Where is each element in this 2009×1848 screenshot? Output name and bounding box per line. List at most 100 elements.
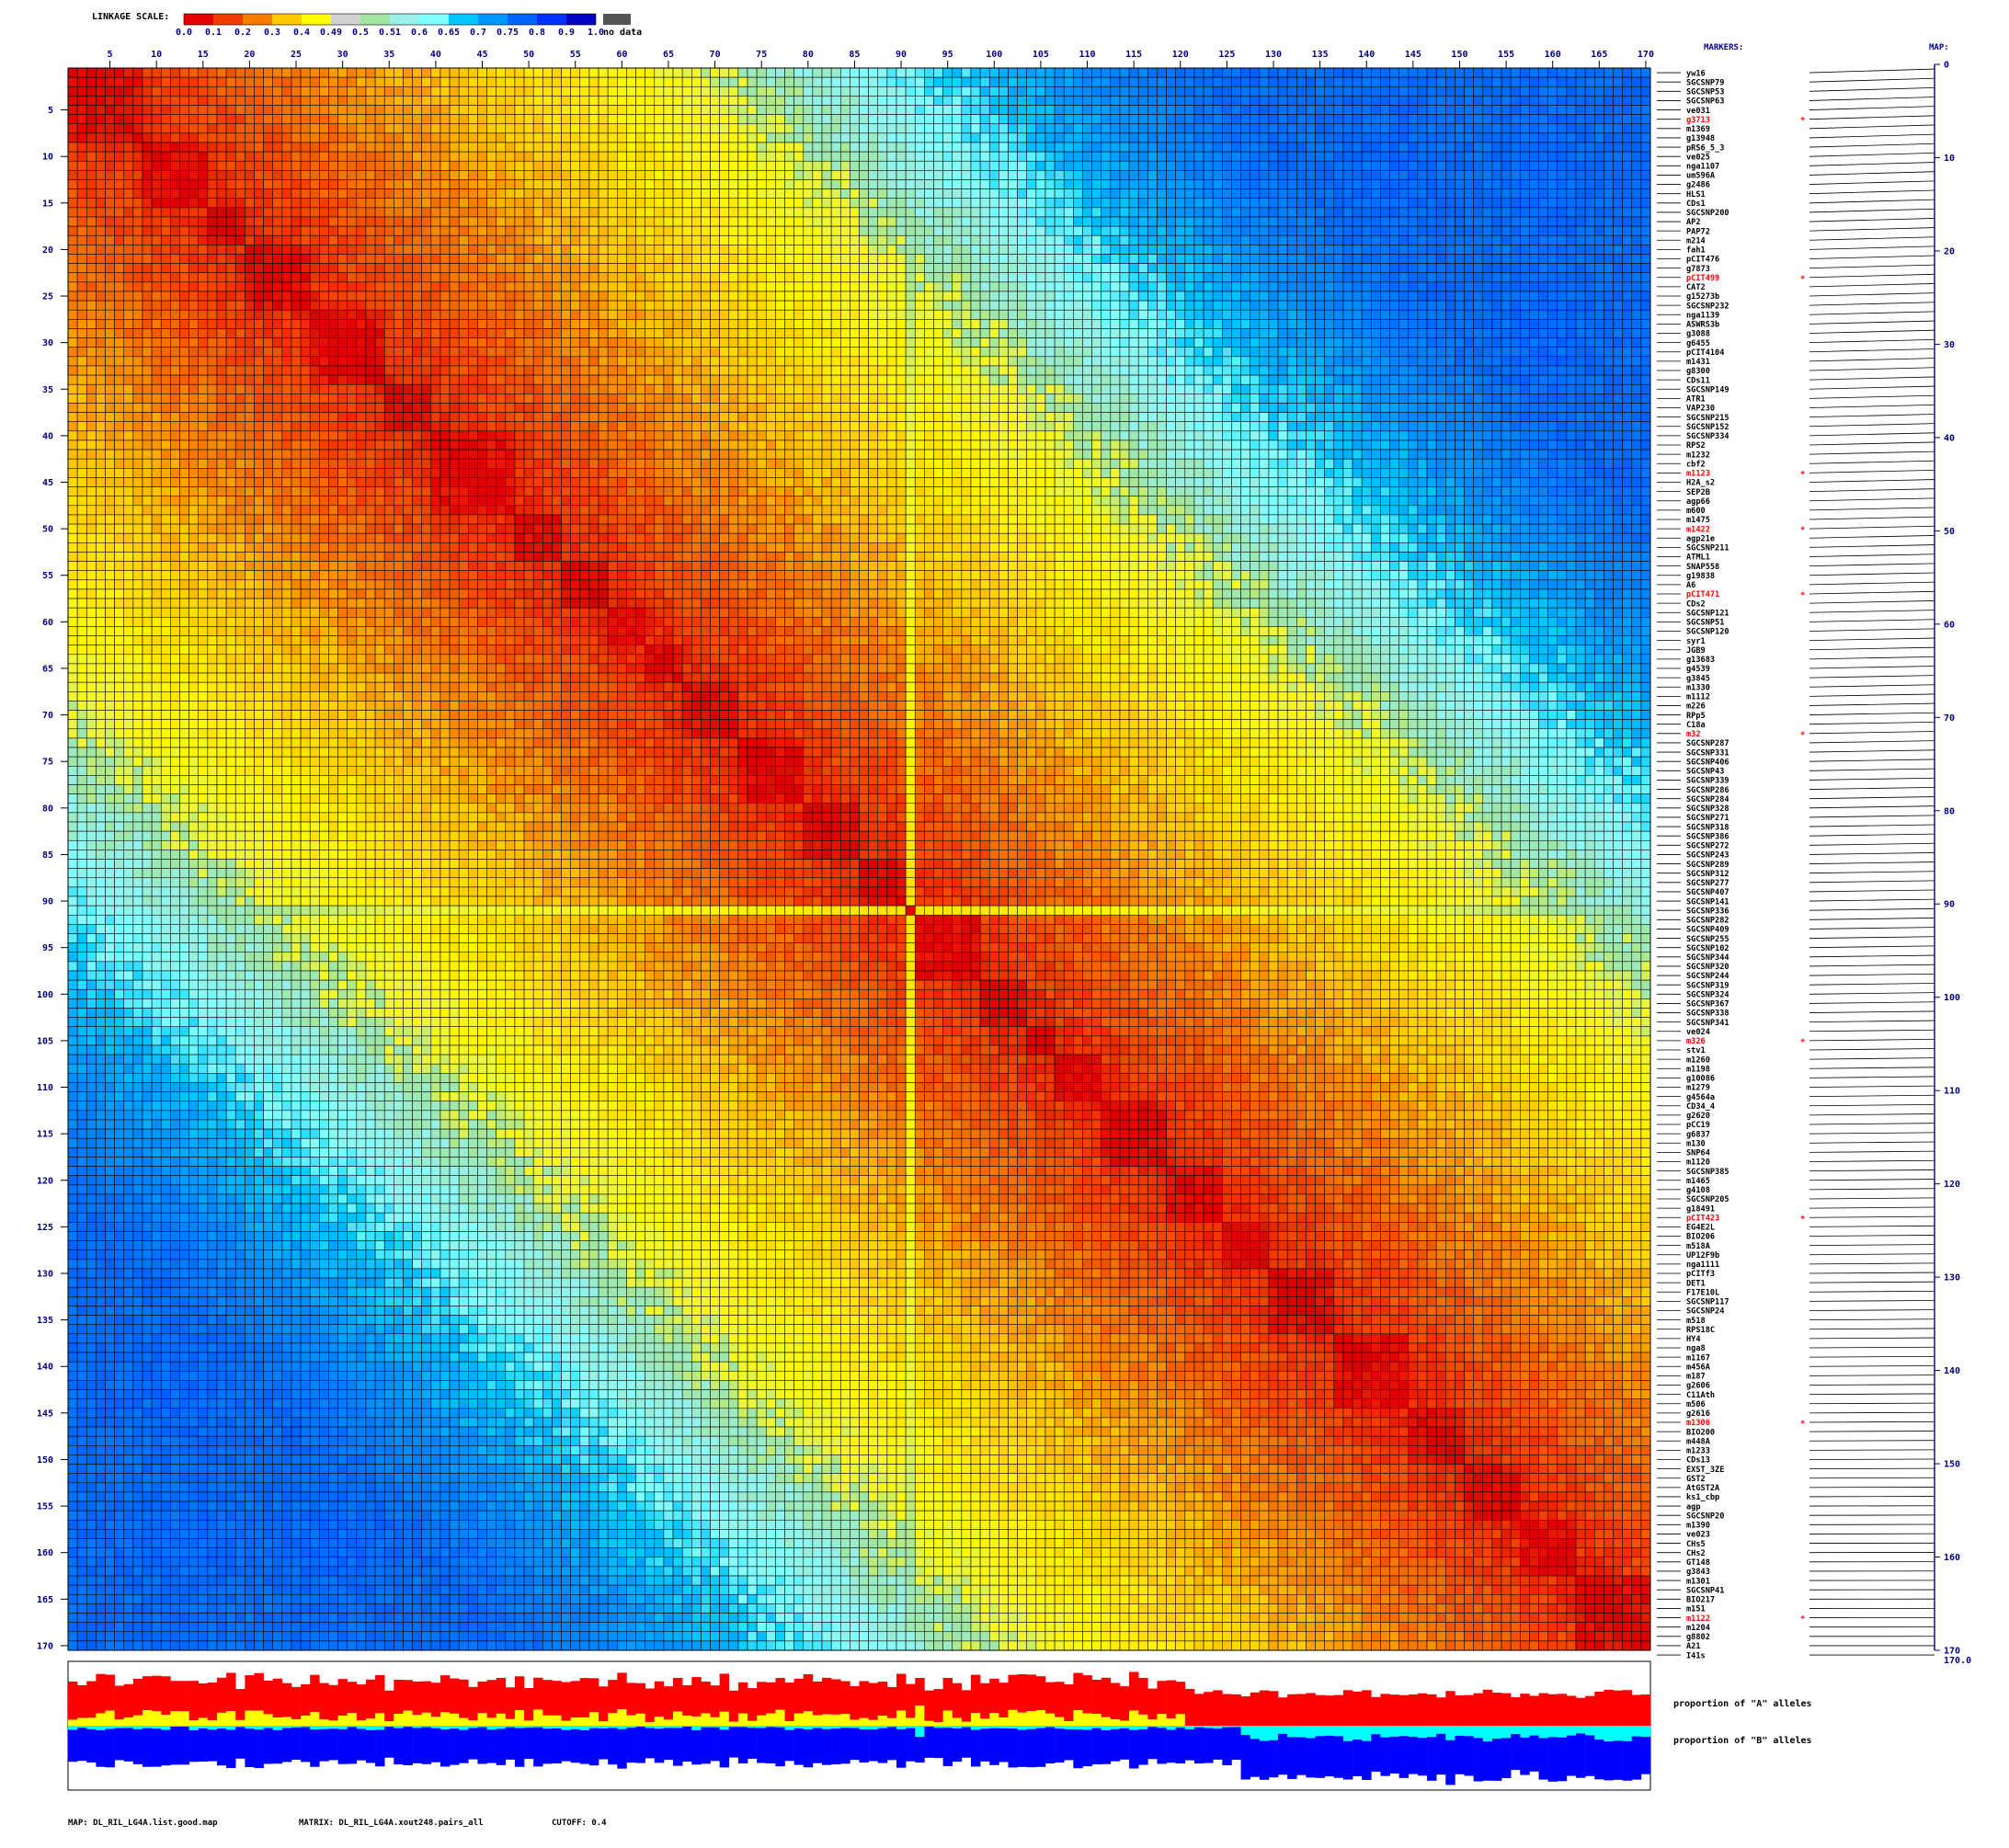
heat-cell [588, 225, 599, 236]
heat-cell [877, 96, 888, 106]
heat-cell [207, 281, 218, 292]
heat-cell [486, 114, 497, 125]
heat-cell [1101, 216, 1112, 227]
heat-cell [374, 272, 385, 283]
heat-cell [1613, 216, 1623, 227]
heat-cell [1380, 114, 1390, 125]
heat-cell [1417, 86, 1428, 97]
heat-cell [635, 76, 645, 87]
heat-cell [160, 234, 171, 245]
heat-cell [756, 114, 767, 125]
heat-cell [132, 254, 143, 264]
heat-cell [1604, 216, 1614, 227]
heat-cell [1082, 105, 1092, 115]
heat-cell [1640, 123, 1651, 134]
heat-cell [309, 67, 320, 78]
heat-cell [830, 309, 841, 320]
heat-cell [300, 142, 311, 153]
heat-cell [1631, 281, 1642, 292]
heat-cell [1286, 254, 1297, 264]
heat-cell [1286, 170, 1297, 180]
heat-cell [477, 254, 487, 264]
heat-cell [1613, 225, 1623, 236]
heat-cell [979, 198, 990, 209]
heat-cell [1538, 76, 1548, 87]
heat-cell [1557, 123, 1568, 134]
heat-cell [142, 114, 153, 125]
heat-cell [1622, 114, 1633, 125]
heat-cell [999, 319, 1009, 329]
heat-cell [626, 272, 636, 283]
heat-cell [1082, 300, 1092, 311]
heat-cell [67, 188, 78, 200]
heat-cell [952, 225, 963, 236]
heat-cell [1157, 234, 1167, 245]
heat-cell [383, 142, 394, 153]
heat-cell [728, 67, 739, 78]
heat-cell [1054, 160, 1065, 171]
heat-cell [942, 67, 953, 78]
heat-cell [458, 254, 469, 264]
heat-cell [896, 291, 907, 302]
heat-cell [933, 151, 943, 162]
heat-cell [691, 254, 702, 264]
heat-cell [430, 254, 441, 264]
heat-cell [505, 254, 516, 264]
heat-cell [1529, 281, 1539, 292]
heat-cell [365, 160, 376, 171]
heat-cell [225, 272, 236, 283]
heat-cell [1333, 254, 1344, 264]
heat-cell [765, 170, 776, 180]
heat-cell [207, 216, 218, 227]
heat-cell [430, 272, 441, 283]
heat-cell [1473, 151, 1484, 162]
heat-cell [105, 105, 115, 115]
heat-cell [1119, 309, 1130, 320]
heat-cell [514, 132, 525, 143]
heat-cell [96, 300, 106, 311]
heat-cell [1455, 300, 1465, 311]
heat-cell [225, 151, 236, 162]
heat-cell [179, 309, 189, 320]
heat-cell [1110, 291, 1121, 302]
heat-cell [1547, 151, 1558, 162]
heat-cell [1473, 309, 1484, 320]
heat-cell [607, 263, 618, 273]
heat-cell [1091, 76, 1102, 87]
heat-cell [468, 245, 478, 255]
heat-cell [179, 291, 189, 302]
heat-cell [1417, 96, 1428, 106]
heat-cell [1073, 291, 1083, 302]
heat-cell [1455, 234, 1465, 245]
heat-cell [570, 105, 581, 115]
heat-cell [1110, 86, 1121, 97]
heat-cell [1557, 86, 1568, 97]
heat-cell [105, 328, 115, 338]
heat-cell [1212, 170, 1223, 180]
heat-cell [1557, 105, 1568, 115]
scale-stop-label: 0.65 [438, 28, 460, 38]
heat-cell [300, 123, 311, 134]
heat-cell [1557, 170, 1568, 180]
heat-cell [1277, 198, 1288, 209]
heat-cell [747, 216, 758, 227]
heat-cell [1566, 105, 1577, 115]
heat-cell [86, 142, 97, 153]
heat-cell [1613, 188, 1623, 200]
heat-cell [1268, 328, 1279, 338]
heat-cell [439, 245, 451, 255]
heat-cell [505, 67, 516, 78]
heat-cell [942, 86, 953, 97]
heat-cell [1398, 132, 1410, 143]
heat-cell [1417, 263, 1428, 273]
heat-cell [1035, 207, 1046, 218]
heat-cell [1157, 207, 1167, 218]
heat-cell [1231, 319, 1241, 329]
heat-cell [1342, 245, 1353, 255]
heat-cell [784, 132, 794, 143]
heat-cell [1435, 132, 1446, 143]
heat-cell [523, 114, 534, 125]
heat-cell [645, 300, 656, 311]
heat-cell [756, 272, 767, 283]
heat-cell [1306, 245, 1316, 255]
